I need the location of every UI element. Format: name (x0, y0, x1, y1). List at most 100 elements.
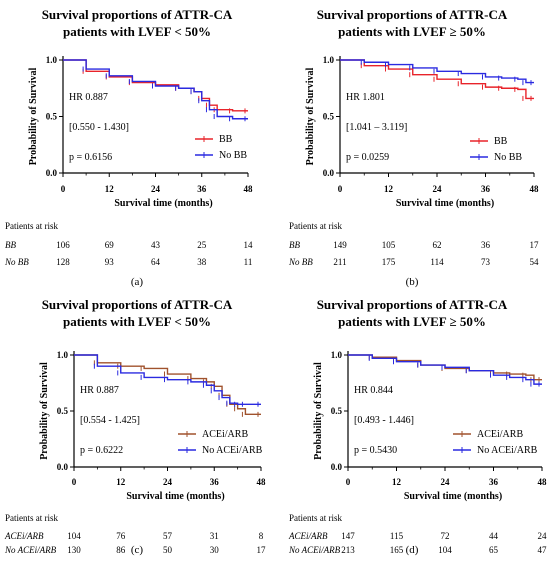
p-value: p = 0.5430 (354, 445, 397, 456)
panel-caption: (d) (406, 544, 419, 556)
x-axis-label: Survival time (months) (126, 491, 224, 502)
risk-value: 72 (441, 531, 450, 541)
risk-value: 11 (244, 257, 253, 267)
chart-subtitle: patients with LVEF ≥ 50% (338, 314, 486, 329)
x-axis-label: Survival time (months) (404, 491, 502, 502)
risk-value: 17 (257, 545, 267, 555)
km-panel-b: Survival proportions of ATTR-CA patients … (288, 7, 539, 288)
chart-subtitle: patients with LVEF ≥ 50% (338, 24, 486, 39)
risk-value: 36 (481, 240, 491, 250)
chart-subtitle: patients with LVEF < 50% (63, 24, 211, 39)
legend-label: No ACEi/ARB (202, 445, 263, 456)
risk-value: 105 (382, 240, 396, 250)
risk-value: 31 (210, 531, 219, 541)
p-value: p = 0.6156 (69, 152, 112, 163)
risk-value: 114 (430, 257, 444, 267)
p-value: p = 0.0259 (346, 152, 389, 163)
chart-title: Survival proportions of ATTR-CA (317, 7, 508, 22)
risk-value: 44 (489, 531, 499, 541)
risk-value: 130 (67, 545, 81, 555)
risk-value: 93 (105, 257, 115, 267)
legend-label: No BB (494, 152, 522, 163)
risk-value: 86 (116, 545, 126, 555)
risk-value: 73 (481, 257, 491, 267)
risk-value: 38 (197, 257, 207, 267)
risk-row-label: ACEi/ARB (288, 531, 328, 541)
y-tick-label: 1.0 (46, 55, 58, 65)
hazard-ratio: HR 0.887 (69, 92, 108, 103)
risk-value: 104 (438, 545, 452, 555)
x-tick-label: 36 (197, 184, 207, 194)
hazard-ratio: HR 0.844 (354, 385, 393, 396)
y-tick-label: 0.0 (46, 168, 58, 178)
x-tick-label: 12 (105, 184, 115, 194)
km-panel-d: Survival proportions of ATTR-CA patients … (288, 297, 547, 556)
legend-label: No BB (219, 150, 247, 161)
legend-label: BB (494, 136, 508, 147)
km-curve-1 (340, 59, 534, 84)
x-tick-label: 24 (163, 477, 173, 487)
km-curve-1 (63, 59, 248, 120)
risk-row-label: No BB (4, 257, 29, 267)
x-axis-label: Survival time (months) (114, 198, 212, 209)
chart-title: Survival proportions of ATTR-CA (42, 297, 233, 312)
y-axis-label: Probability of Survival (39, 362, 50, 460)
x-tick-label: 12 (116, 477, 126, 487)
y-tick-label: 1.0 (331, 350, 343, 360)
y-tick-label: 0.0 (57, 462, 69, 472)
risk-value: 50 (163, 545, 173, 555)
risk-value: 149 (333, 240, 347, 250)
panel-caption: (c) (131, 544, 144, 556)
x-tick-label: 36 (489, 477, 499, 487)
legend-label: ACEi/ARB (202, 429, 248, 440)
km-panel-c: Survival proportions of ATTR-CA patients … (4, 297, 266, 556)
risk-value: 128 (56, 257, 70, 267)
chart-subtitle: patients with LVEF < 50% (63, 314, 211, 329)
panel-caption: (b) (406, 276, 419, 288)
legend-label: BB (219, 134, 233, 145)
x-tick-label: 24 (441, 477, 451, 487)
y-axis-label: Probability of Survival (28, 67, 39, 165)
risk-table-label: Patients at risk (289, 221, 342, 231)
risk-value: 213 (341, 545, 355, 555)
x-tick-label: 36 (210, 477, 220, 487)
risk-value: 17 (530, 240, 540, 250)
risk-value: 115 (390, 531, 404, 541)
risk-row-label: ACEi/ARB (4, 531, 44, 541)
risk-value: 65 (489, 545, 499, 555)
y-axis-label: Probability of Survival (305, 67, 316, 165)
risk-value: 30 (210, 545, 220, 555)
x-axis-label: Survival time (months) (396, 198, 494, 209)
x-tick-label: 48 (244, 184, 254, 194)
risk-table-label: Patients at risk (289, 513, 342, 523)
risk-value: 175 (382, 257, 396, 267)
risk-value: 54 (530, 257, 540, 267)
risk-value: 62 (433, 240, 442, 250)
chart-title: Survival proportions of ATTR-CA (42, 7, 233, 22)
risk-row-label: No ACEi/ARB (4, 545, 57, 555)
risk-value: 47 (538, 545, 548, 555)
x-tick-label: 48 (257, 477, 267, 487)
x-tick-label: 12 (384, 184, 394, 194)
risk-table-label: Patients at risk (5, 513, 58, 523)
confidence-interval: [0.493 - 1.446] (354, 415, 414, 426)
y-tick-label: 0.0 (331, 462, 343, 472)
y-tick-label: 1.0 (57, 350, 69, 360)
confidence-interval: [1.041 – 3.119] (346, 122, 407, 133)
risk-value: 64 (151, 257, 161, 267)
km-curve-1 (348, 354, 542, 385)
risk-value: 24 (538, 531, 548, 541)
risk-table-label: Patients at risk (5, 221, 58, 231)
y-axis-label: Probability of Survival (313, 362, 324, 460)
x-tick-label: 36 (481, 184, 491, 194)
x-tick-label: 0 (338, 184, 343, 194)
risk-value: 76 (116, 531, 126, 541)
risk-value: 25 (197, 240, 207, 250)
risk-value: 57 (163, 531, 173, 541)
legend-label: No ACEi/ARB (477, 445, 538, 456)
risk-value: 211 (333, 257, 346, 267)
legend-label: ACEi/ARB (477, 429, 523, 440)
x-tick-label: 0 (72, 477, 77, 487)
